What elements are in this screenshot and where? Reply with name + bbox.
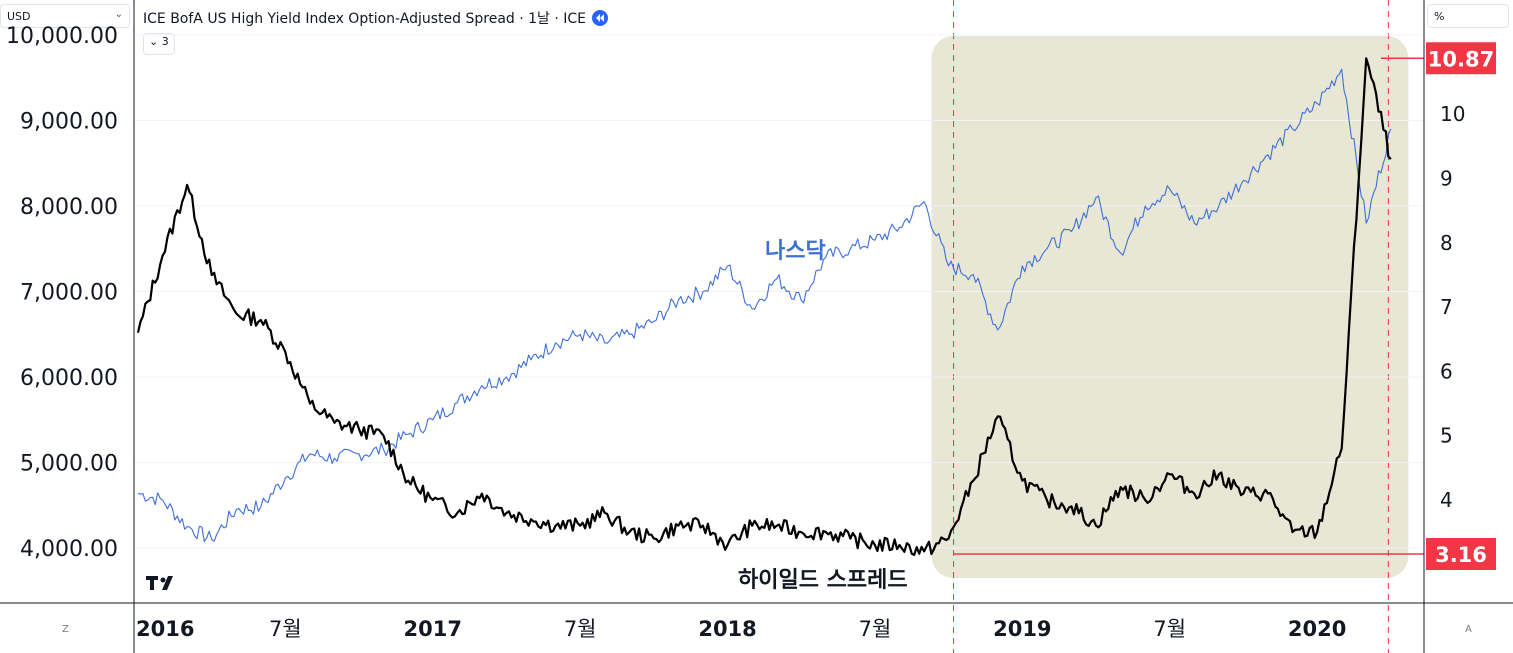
right-tick-label: 9 [1440,167,1453,191]
x-tick-label: 2017 [404,617,462,641]
left-tick-label: 6,000.00 [20,366,118,391]
chevron-down-icon: ⌄ [114,9,123,20]
tradingview-logo-icon [146,576,173,590]
auto-scale-button[interactable]: A [1465,624,1472,635]
rewind-icon[interactable] [592,10,609,26]
left-tick-label: 7,000.00 [20,281,118,306]
left-tick-label: 4,000.00 [20,537,118,562]
right-tick-label: 10 [1440,102,1465,126]
right-tick-label: 4 [1440,488,1453,512]
series-legend: ICE BofA US High Yield Index Option-Adju… [143,8,609,28]
unit-label: % [1434,10,1445,23]
x-tick-label: 7월 [269,617,302,641]
x-tick-label: 2018 [698,617,756,641]
right-tick-label: 5 [1440,424,1453,448]
price-badge-label: 3.16 [1435,543,1487,567]
currency-label: USD [7,10,31,23]
nasdaq-annotation: 나스닥 [765,239,826,264]
right-tick-label: 6 [1440,359,1453,383]
left-tick-label: 9,000.00 [20,110,118,135]
x-tick-label: 2020 [1288,617,1346,641]
collapse-indicators-button[interactable]: ⌄ 3 [143,33,175,55]
x-tick-label: 2019 [993,617,1051,641]
right-tick-label: 8 [1440,231,1453,255]
price-badge [1426,538,1496,571]
x-tick-label: 7월 [859,617,892,641]
spread-annotation: 하이일드 스프레드 [738,568,908,593]
right-tick-label: 7 [1440,295,1453,319]
x-tick-label: 2016 [136,617,194,641]
left-tick-label: 10,000.00 [6,24,118,49]
legend-title: ICE BofA US High Yield Index Option-Adju… [143,11,587,27]
price-badge [1426,42,1496,75]
price-badge-label: 10.87 [1428,47,1494,71]
x-tick-label: 7월 [564,617,597,641]
currency-select[interactable]: USD ⌄ [0,4,130,28]
highlight-region [931,36,1409,578]
left-tick-label: 8,000.00 [20,195,118,220]
series-line [136,57,1392,556]
left-tick-label: 5,000.00 [20,452,118,477]
x-tick-label: 7월 [1153,617,1186,641]
zoom-toggle-button[interactable]: Z [62,624,69,635]
indicator-count: 3 [161,35,169,48]
chevron-down-icon: ⌄ [149,35,162,48]
series-line [137,68,1392,542]
unit-select[interactable]: % [1427,4,1509,28]
